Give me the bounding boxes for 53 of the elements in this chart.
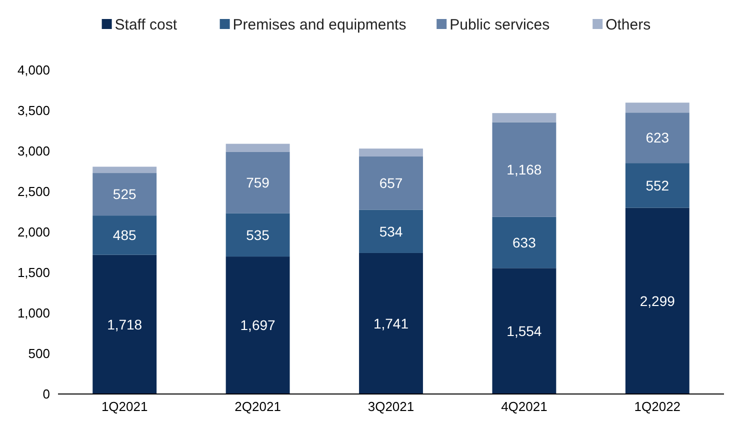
bar <box>92 166 157 174</box>
data-label: 657 <box>379 175 403 192</box>
data-label: 1,168 <box>506 161 542 178</box>
y-tick-label: 1,500 <box>17 265 50 280</box>
bar <box>625 102 690 113</box>
data-label: 552 <box>646 177 670 194</box>
data-label: 1,718 <box>107 316 142 332</box>
y-tick-label: 2,500 <box>17 184 50 200</box>
x-tick-label: 1Q2022 <box>634 399 681 414</box>
legend-label: Public services <box>450 16 550 34</box>
bar <box>625 208 690 394</box>
y-tick-label: 3,000 <box>17 144 50 159</box>
y-tick-label: 0 <box>42 386 50 402</box>
data-label: 535 <box>246 226 270 243</box>
bar <box>226 152 290 214</box>
bar <box>226 213 290 257</box>
bar <box>492 122 556 217</box>
bar <box>92 254 157 394</box>
bar <box>492 268 556 394</box>
x-tick-label: 4Q2021 <box>501 399 548 414</box>
bar <box>359 210 423 253</box>
x-tick-label: 3Q2021 <box>368 399 414 414</box>
legend-label: Others <box>606 16 651 34</box>
legend-label: Premises and equipments <box>232 16 406 34</box>
y-tick-label: 2,000 <box>17 224 50 240</box>
y-tick-label: 1,000 <box>17 306 50 321</box>
bar <box>492 216 556 268</box>
bar <box>359 148 423 157</box>
data-label: 623 <box>646 130 670 146</box>
data-label: 525 <box>112 186 136 202</box>
data-label: 1,554 <box>506 322 542 339</box>
data-label: 534 <box>379 223 403 240</box>
bar <box>226 144 290 152</box>
bar <box>359 156 423 210</box>
legend-label: Staff cost <box>114 16 178 34</box>
bar <box>226 256 290 394</box>
data-label: 1,697 <box>240 317 276 334</box>
data-label: 2,299 <box>640 292 676 309</box>
data-label: 1,741 <box>373 315 409 332</box>
bar <box>92 216 157 255</box>
y-tick-label: 3,500 <box>17 103 50 118</box>
bar <box>492 113 556 122</box>
data-label: 633 <box>512 234 536 250</box>
data-label: 759 <box>246 174 270 190</box>
bar <box>359 252 423 394</box>
data-label: 485 <box>112 227 136 244</box>
x-tick-label: 1Q2021 <box>101 399 148 414</box>
y-tick-label: 4,000 <box>17 62 50 78</box>
x-tick-label: 2Q2021 <box>234 399 281 414</box>
bar <box>625 163 690 208</box>
y-tick-label: 500 <box>28 346 50 362</box>
bar <box>92 173 157 216</box>
bar <box>625 112 690 164</box>
